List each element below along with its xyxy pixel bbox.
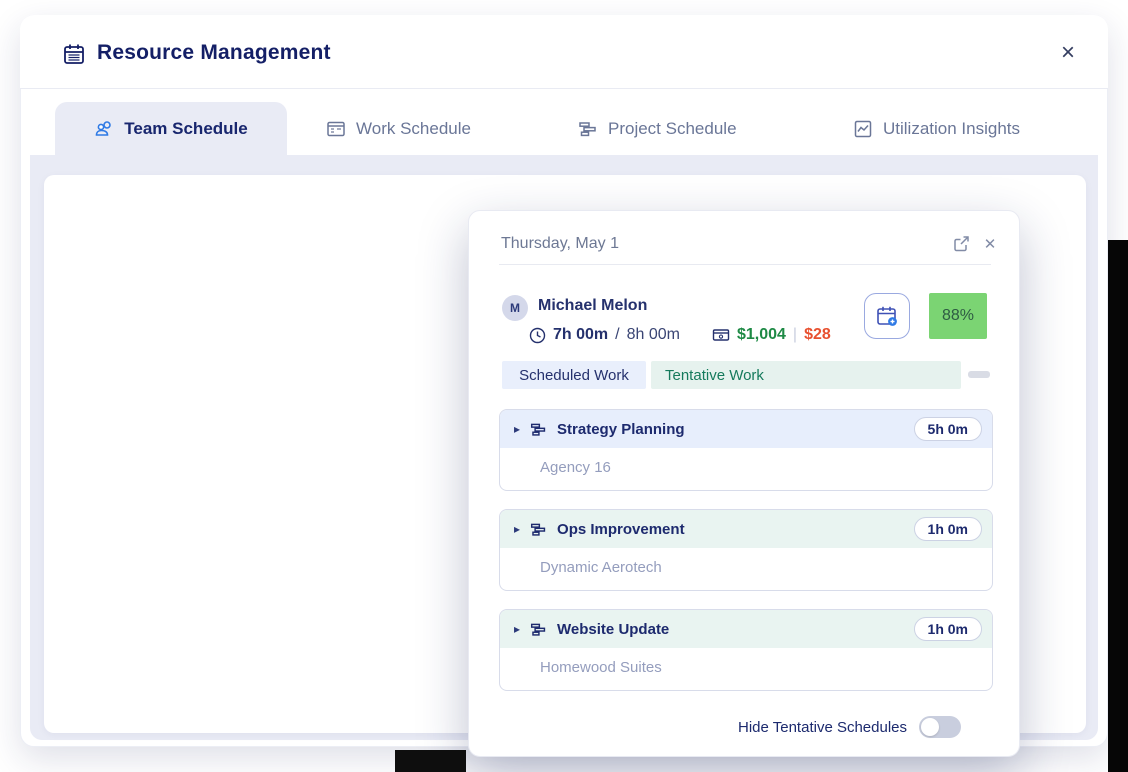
scheduled-work-chip[interactable]: Scheduled Work	[502, 361, 646, 389]
client-name: Dynamic Aerotech	[540, 559, 662, 576]
tab-team-schedule[interactable]: Team Schedule	[55, 102, 287, 155]
schedule-card-header[interactable]: Ops Improvement 1h 0m	[500, 510, 992, 548]
modal-divider	[499, 264, 991, 265]
project-name: Strategy Planning	[557, 420, 685, 438]
avatar: M	[502, 295, 528, 321]
duration-pill: 1h 0m	[913, 517, 982, 541]
time-separator: /	[615, 326, 620, 343]
open-in-new-icon[interactable]	[953, 235, 970, 252]
screen-edge-artifact	[1108, 240, 1128, 772]
gantt-icon	[530, 521, 547, 538]
close-icon[interactable]	[979, 232, 1001, 254]
gantt-icon	[530, 621, 547, 638]
project-name: Ops Improvement	[557, 520, 685, 538]
duration-pill: 1h 0m	[913, 617, 982, 641]
scrollbar-handle[interactable]	[968, 371, 990, 378]
tentative-work-chip[interactable]: Tentative Work	[651, 361, 961, 389]
tab-label: Team Schedule	[124, 118, 248, 138]
tab-label: Work Schedule	[356, 118, 471, 138]
schedule-card[interactable]: Ops Improvement 1h 0m Dynamic Aerotech	[499, 509, 993, 591]
hide-tentative-label: Hide Tentative Schedules	[738, 718, 907, 736]
close-icon[interactable]	[1054, 39, 1082, 67]
modal-footer: Hide Tentative Schedules	[469, 712, 1021, 742]
team-icon	[94, 119, 114, 139]
hide-tentative-toggle[interactable]	[919, 716, 961, 738]
modal-title: Thursday, May 1	[501, 235, 619, 252]
tab-work-schedule[interactable]: Work Schedule	[326, 102, 471, 155]
tab-utilization-insights[interactable]: Utilization Insights	[853, 102, 1020, 155]
client-name: Homewood Suites	[540, 659, 662, 676]
calendar-icon	[62, 42, 86, 66]
money-icon	[712, 327, 730, 343]
client-name: Agency 16	[540, 459, 611, 476]
chevron-right-icon[interactable]	[514, 422, 520, 436]
project-name: Website Update	[557, 620, 670, 638]
window-header: Resource Management	[20, 15, 1108, 89]
add-schedule-button[interactable]	[864, 293, 910, 339]
cost-amount: $28	[804, 326, 831, 343]
work-schedule-icon	[326, 119, 346, 139]
utilization-badge: 88%	[929, 293, 987, 339]
schedule-card[interactable]: Website Update 1h 0m Homewood Suites	[499, 609, 993, 691]
duration-pill: 5h 0m	[913, 417, 982, 441]
chevron-right-icon[interactable]	[514, 622, 520, 636]
schedule-card-header[interactable]: Website Update 1h 0m	[500, 610, 992, 648]
chevron-right-icon[interactable]	[514, 522, 520, 536]
time-worked: 7h 00m	[553, 326, 609, 343]
schedule-card-header[interactable]: Strategy Planning 5h 0m	[500, 410, 992, 448]
tab-project-schedule[interactable]: Project Schedule	[578, 102, 737, 155]
modal-user-stats: 7h 00m / 8h 00m $1,004 | $28	[529, 326, 831, 344]
gantt-icon	[530, 421, 547, 438]
toggle-knob	[921, 718, 939, 736]
clock-icon	[529, 327, 546, 344]
money-separator: |	[792, 326, 798, 343]
gantt-icon	[578, 119, 598, 139]
screen-edge-artifact	[395, 750, 466, 772]
modal-user-name: Michael Melon	[538, 297, 648, 314]
calendar-add-icon	[875, 304, 899, 328]
chart-icon	[853, 119, 873, 139]
day-detail-modal: Thursday, May 1 M Michael Melon 7h 00m /…	[468, 210, 1020, 757]
tab-label: Utilization Insights	[883, 118, 1021, 138]
revenue-amount: $1,004	[736, 326, 786, 343]
page-title: Resource Management	[97, 41, 331, 64]
tab-label: Project Schedule	[608, 118, 737, 138]
time-capacity: 8h 00m	[626, 326, 680, 343]
tab-bar: Team Schedule Work Schedule Project Sche…	[21, 90, 1107, 155]
schedule-card[interactable]: Strategy Planning 5h 0m Agency 16	[499, 409, 993, 491]
